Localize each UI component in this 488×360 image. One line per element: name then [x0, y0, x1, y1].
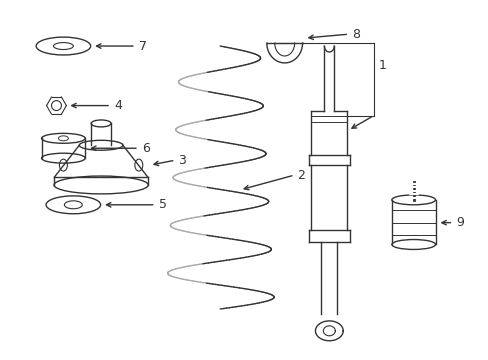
Text: 9: 9 [455, 216, 463, 229]
Text: 8: 8 [351, 28, 360, 41]
Text: 5: 5 [158, 198, 166, 211]
Text: 1: 1 [378, 59, 386, 72]
Text: 3: 3 [178, 154, 186, 167]
Text: 2: 2 [297, 168, 305, 181]
Text: 7: 7 [139, 40, 146, 53]
Text: 6: 6 [142, 142, 149, 155]
Text: 4: 4 [114, 99, 122, 112]
